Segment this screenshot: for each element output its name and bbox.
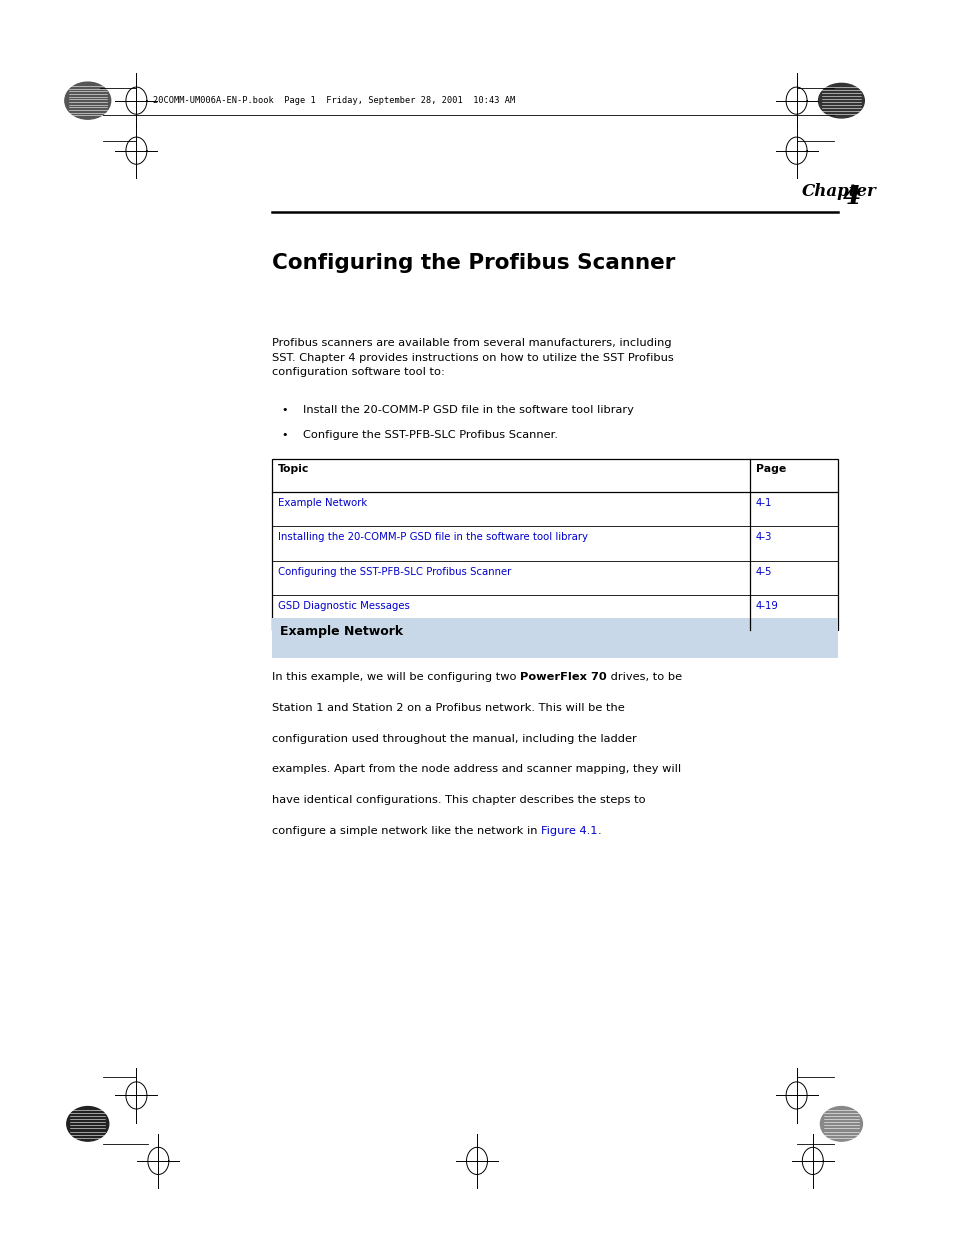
Text: 4-5: 4-5 [755,567,771,577]
Text: 4-3: 4-3 [755,532,771,542]
Text: Configuring the SST-PFB-SLC Profibus Scanner: Configuring the SST-PFB-SLC Profibus Sca… [277,567,510,577]
Text: configuration used throughout the manual, including the ladder: configuration used throughout the manual… [272,734,636,743]
Ellipse shape [67,1107,109,1141]
Text: have identical configurations. This chapter describes the steps to: have identical configurations. This chap… [272,795,645,805]
Text: Profibus scanners are available from several manufacturers, including
SST. Chapt: Profibus scanners are available from sev… [272,338,673,377]
Text: Station 1 and Station 2 on a Profibus network. This will be the: Station 1 and Station 2 on a Profibus ne… [272,703,624,713]
Text: 4-19: 4-19 [755,601,778,611]
Text: Figure 4.1: Figure 4.1 [540,826,597,836]
Text: Example Network: Example Network [277,498,367,508]
Text: Topic: Topic [277,464,309,474]
Text: Configure the SST-PFB-SLC Profibus Scanner.: Configure the SST-PFB-SLC Profibus Scann… [303,430,558,440]
Text: configure a simple network like the network in: configure a simple network like the netw… [272,826,540,836]
Text: •: • [281,430,288,440]
Text: Chapter: Chapter [801,183,875,200]
Ellipse shape [818,84,863,117]
Text: GSD Diagnostic Messages: GSD Diagnostic Messages [277,601,409,611]
Text: Install the 20-COMM-P GSD file in the software tool library: Install the 20-COMM-P GSD file in the so… [303,405,634,415]
Text: 4: 4 [841,184,860,209]
Ellipse shape [820,1107,862,1141]
Ellipse shape [65,82,111,120]
Text: Configuring the Profibus Scanner: Configuring the Profibus Scanner [272,253,675,273]
Bar [272,618,837,658]
Text: .: . [597,826,600,836]
Text: •: • [281,405,288,415]
Text: Example Network: Example Network [279,625,402,638]
Text: drives, to be: drives, to be [606,672,681,682]
Text: examples. Apart from the node address and scanner mapping, they will: examples. Apart from the node address an… [272,764,680,774]
Text: 20COMM-UM006A-EN-P.book  Page 1  Friday, September 28, 2001  10:43 AM: 20COMM-UM006A-EN-P.book Page 1 Friday, S… [152,96,515,105]
Bar [272,459,837,630]
Text: PowerFlex 70: PowerFlex 70 [519,672,606,682]
Text: Page: Page [755,464,785,474]
Text: Installing the 20-COMM-P GSD file in the software tool library: Installing the 20-COMM-P GSD file in the… [277,532,587,542]
Text: In this example, we will be configuring two: In this example, we will be configuring … [272,672,519,682]
Text: 4-1: 4-1 [755,498,771,508]
